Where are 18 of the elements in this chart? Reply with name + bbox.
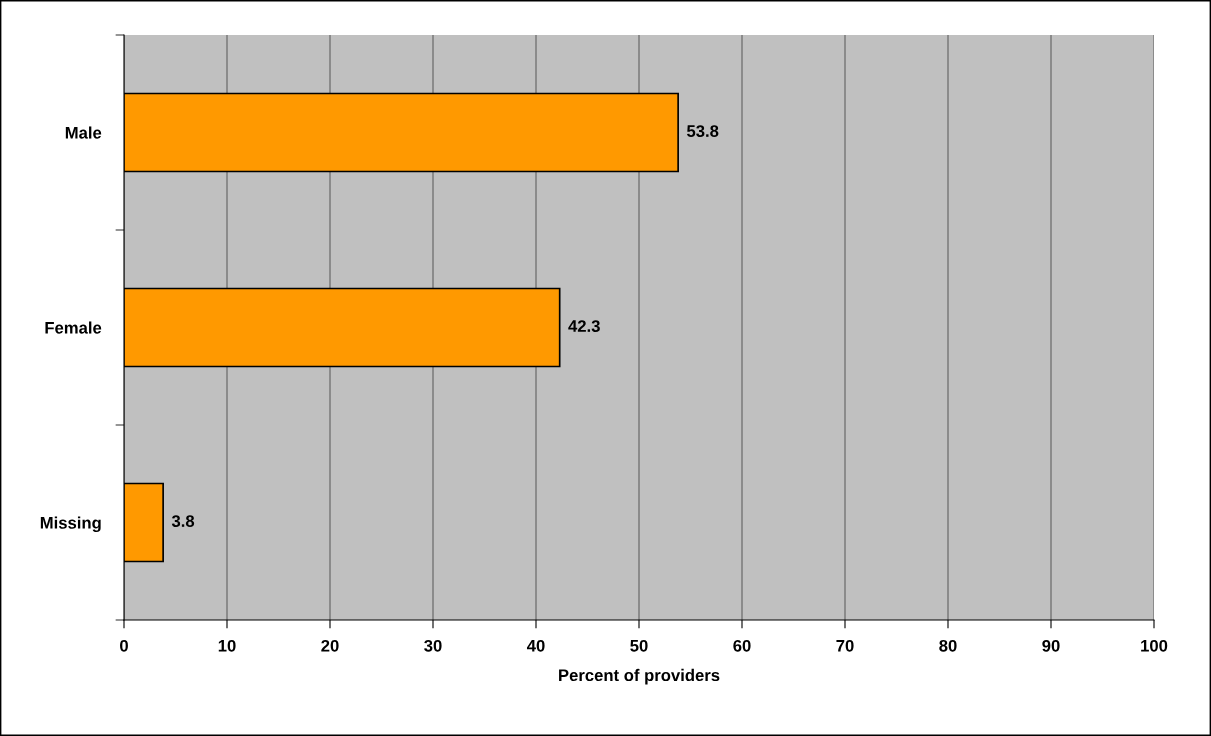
data-label: 53.8 [686, 125, 719, 137]
x-tick-label: 80 [939, 639, 957, 652]
x-tick-label: 60 [733, 639, 751, 652]
x-tick-label: 90 [1042, 639, 1060, 652]
x-tick-label: 10 [218, 639, 236, 652]
x-tick-label: 0 [120, 639, 128, 652]
x-tick-label: 40 [526, 639, 545, 652]
x-axis-title: Percent of providers [559, 668, 720, 685]
data-label: 3.8 [171, 515, 195, 527]
y-tick-label: Missing [40, 516, 101, 533]
y-tick-label: Male [65, 126, 102, 139]
y-tick-label: Female [45, 321, 102, 334]
data-label: 42.3 [568, 320, 600, 332]
x-tick-label: 30 [424, 639, 442, 652]
x-tick-label: 100 [1141, 639, 1168, 652]
x-tick-label: 70 [836, 639, 854, 652]
x-tick-label: 20 [321, 639, 339, 652]
x-tick-label: 50 [630, 639, 648, 652]
